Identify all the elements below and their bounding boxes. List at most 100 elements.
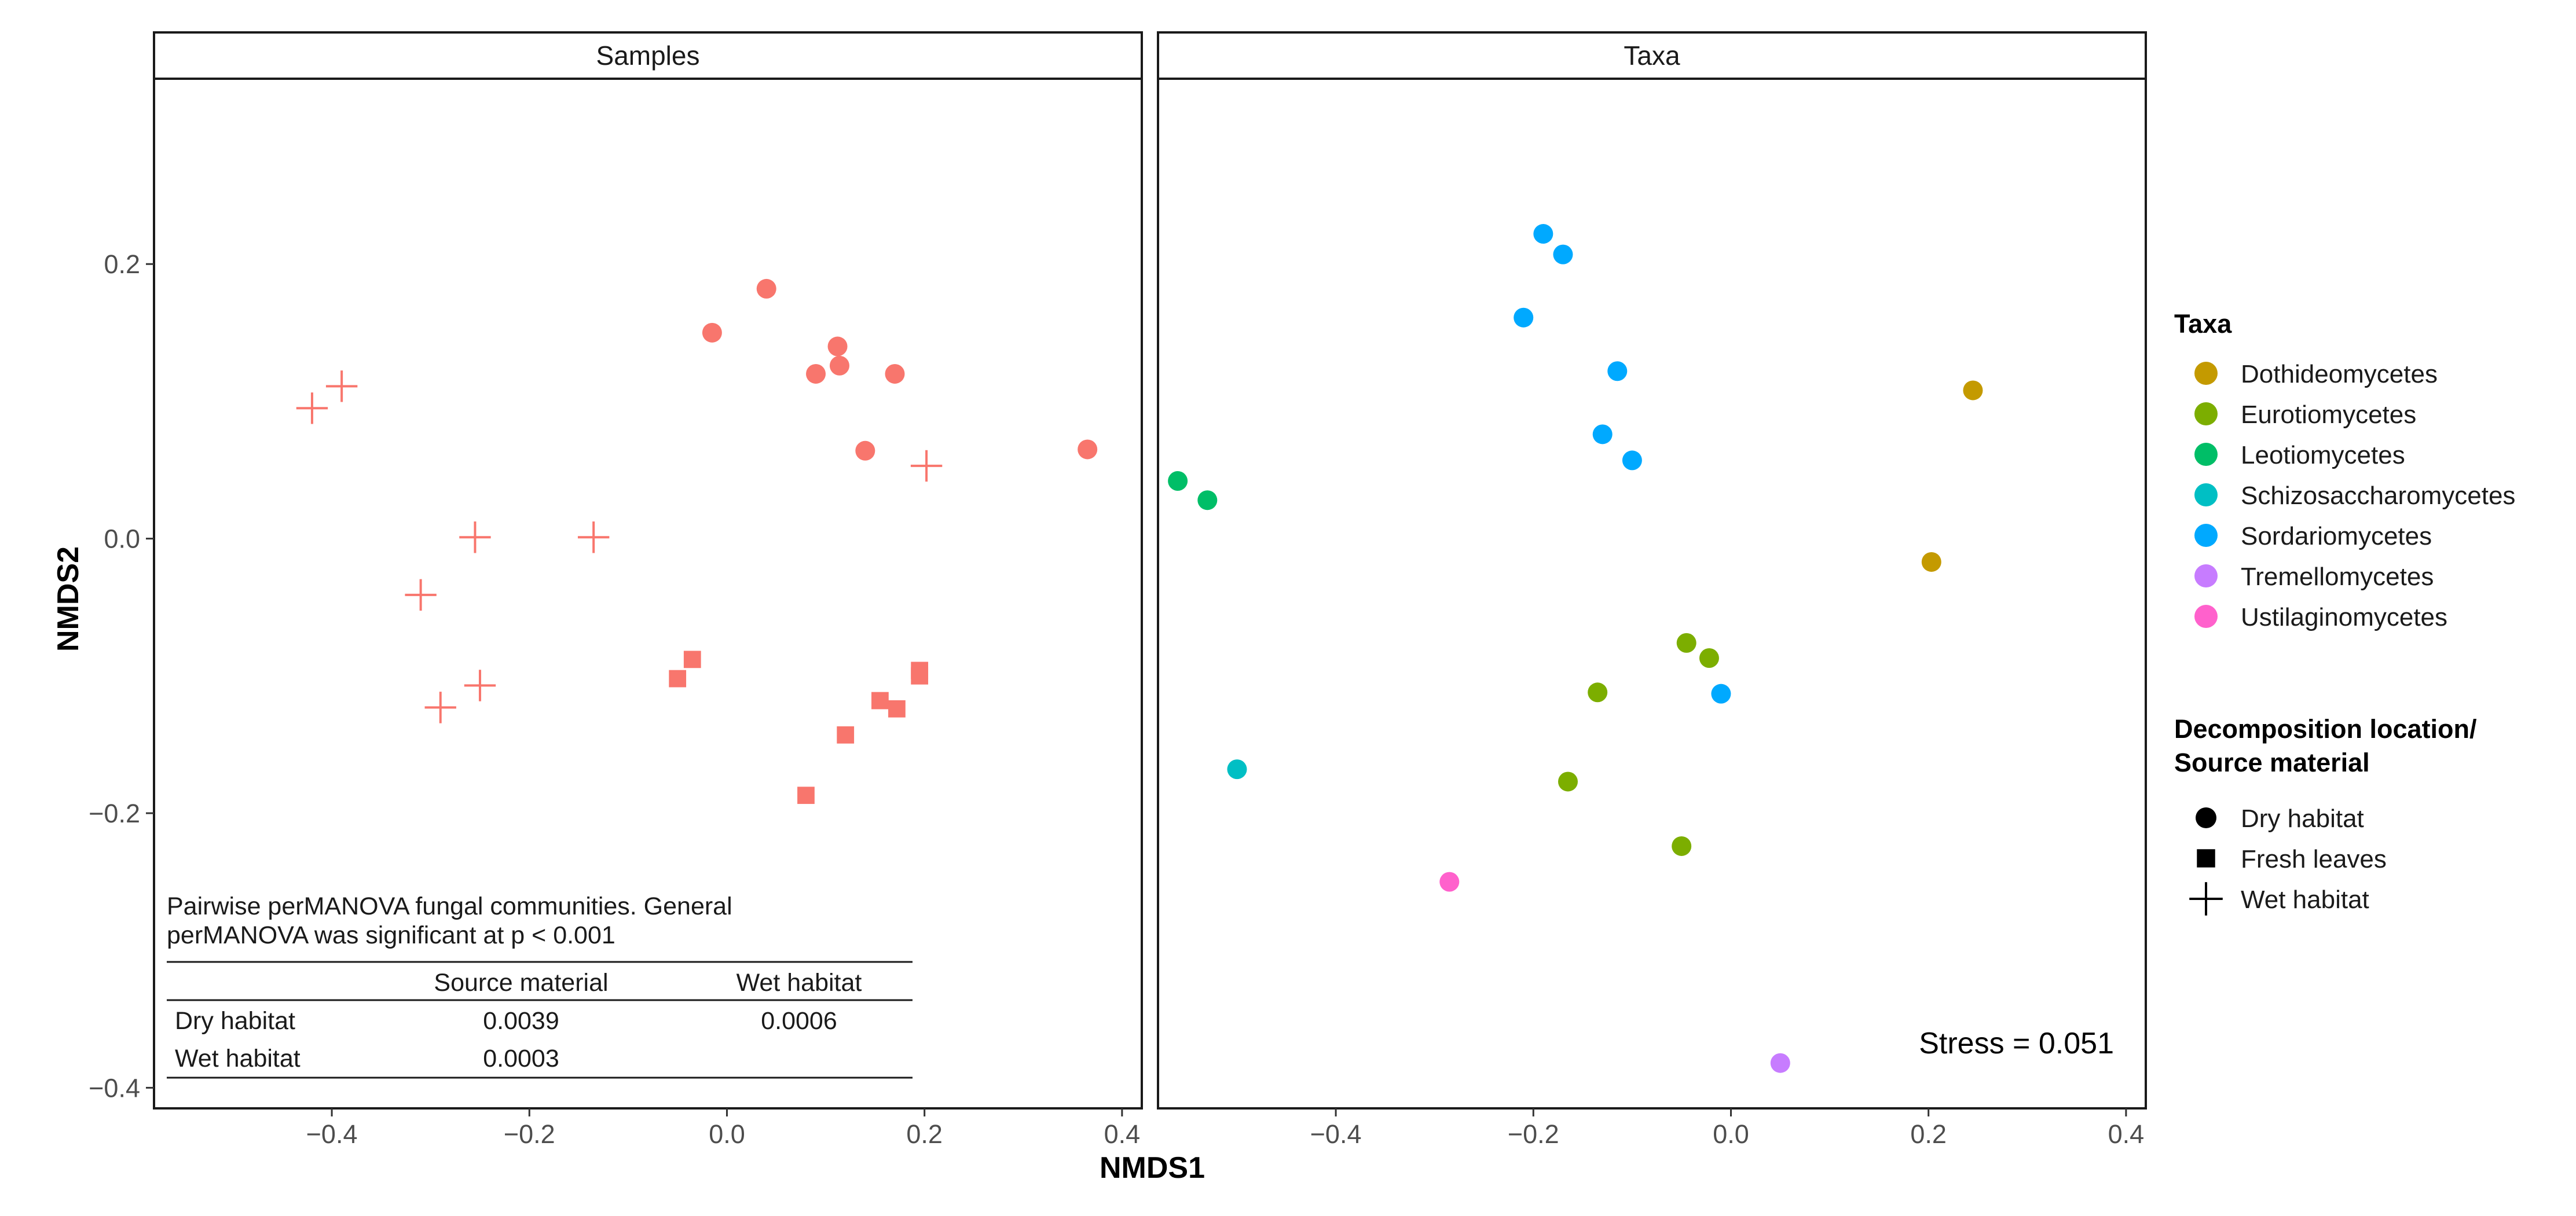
legend-key-eurotiomycetes xyxy=(2194,402,2218,425)
data-point xyxy=(683,651,701,668)
data-point xyxy=(1672,836,1692,856)
data-point xyxy=(1197,490,1218,510)
data-point xyxy=(827,336,848,357)
x-tick-label: 0.0 xyxy=(1713,1119,1749,1149)
legend-layer: Taxa Dothideomycetes Eurotiomycetes Leotiom… xyxy=(2174,309,2515,916)
legend-label: Eurotiomycetes xyxy=(2241,401,2416,429)
data-point xyxy=(806,363,826,384)
legend-label: Dry habitat xyxy=(2241,804,2364,833)
data-point xyxy=(1622,450,1642,471)
data-point xyxy=(1514,307,1534,328)
x-tick-label: 0.2 xyxy=(906,1119,943,1149)
table-cell: 0.0003 xyxy=(483,1045,559,1072)
data-point xyxy=(1588,682,1608,703)
data-point xyxy=(1699,648,1719,668)
x-tick-label: −0.2 xyxy=(1508,1119,1559,1149)
panel-border xyxy=(153,78,1143,1110)
data-point xyxy=(911,667,929,685)
panels-layer: Samples −0.4 −0.2 0.0 0.2 0.4 −0.4 −0.2 0.0 0.2 Pa… xyxy=(89,31,2147,1149)
table-header: Wet habitat xyxy=(736,969,862,997)
legend-key-plus xyxy=(2189,882,2223,916)
y-tick-label: 0.0 xyxy=(104,524,140,554)
data-point xyxy=(1676,633,1696,653)
panel-border xyxy=(1157,78,2147,1110)
data-point xyxy=(829,355,849,376)
x-tick-label: −0.4 xyxy=(1310,1119,1362,1149)
x-tick-label: 0.4 xyxy=(2108,1119,2145,1149)
data-point xyxy=(837,726,855,744)
table-caption: Pairwise perMANOVA fungal communities. G… xyxy=(167,892,732,920)
data-point xyxy=(296,392,328,424)
legend-key-square xyxy=(2197,849,2215,868)
legend-label: Tremellomycetes xyxy=(2241,563,2434,591)
data-point xyxy=(888,700,906,718)
data-point xyxy=(1711,684,1731,704)
table-cell: 0.0039 xyxy=(483,1007,559,1035)
legend-title-taxa: Taxa xyxy=(2174,309,2232,339)
data-point xyxy=(1227,759,1247,780)
legend-label: Dothideomycetes xyxy=(2241,360,2438,388)
stress-label: Stress = 0.051 xyxy=(1919,1027,2114,1060)
legend-label: Wet habitat xyxy=(2241,886,2369,914)
facet-strip-label: Taxa xyxy=(1624,41,1680,71)
legend-label: Fresh leaves xyxy=(2241,845,2387,873)
data-point xyxy=(1078,439,1098,460)
legend-key-tremellomycetes xyxy=(2194,564,2218,587)
facet-strip xyxy=(1157,31,2147,80)
y-tick-label: −0.2 xyxy=(89,799,140,828)
data-point xyxy=(1168,471,1188,491)
legend-label: Ustilaginomycetes xyxy=(2241,603,2447,631)
table-caption: perMANOVA was significant at p < 0.001 xyxy=(167,921,615,949)
x-tick-label: 0.0 xyxy=(709,1119,745,1149)
data-point xyxy=(1533,224,1553,244)
data-point xyxy=(424,692,456,723)
data-point xyxy=(459,521,491,553)
panel-samples: Samples −0.4 −0.2 0.0 0.2 0.4 −0.4 −0.2 0.0 0.2 Pa… xyxy=(89,31,1143,1149)
legend-key-sordariomycetes xyxy=(2194,524,2218,547)
data-point xyxy=(325,370,358,402)
data-point xyxy=(464,670,496,701)
panel-taxa: Taxa −0.4 −0.2 0.0 0.2 0.4 Stress = 0.051 xyxy=(1157,31,2147,1149)
legend-label: Sordariomycetes xyxy=(2241,522,2432,550)
data-point xyxy=(756,278,776,299)
legend-key-ustilaginomycetes xyxy=(2194,605,2218,628)
legend-title-shape: Source material xyxy=(2174,748,2370,777)
legend-key-circle xyxy=(2196,807,2216,828)
data-point xyxy=(910,450,943,482)
legend-key-dothideomycetes xyxy=(2194,362,2218,385)
data-point xyxy=(1770,1053,1790,1073)
y-tick-label: −0.4 xyxy=(89,1073,140,1103)
data-point xyxy=(1592,424,1613,444)
legend-label: Leotiomycetes xyxy=(2241,441,2405,469)
x-tick-label: −0.2 xyxy=(504,1119,555,1149)
data-point xyxy=(855,440,875,461)
table-header: Source material xyxy=(434,969,608,997)
facet-strip xyxy=(153,31,1143,80)
data-point xyxy=(669,670,687,688)
legend-title-shape: Decomposition location/ xyxy=(2174,714,2477,744)
data-point xyxy=(702,322,722,343)
x-tick-label: −0.4 xyxy=(306,1119,358,1149)
data-point xyxy=(1439,872,1460,892)
data-point xyxy=(1921,552,1941,572)
y-axis-label: NMDS2 xyxy=(52,546,85,652)
facet-strip-label: Samples xyxy=(596,41,700,71)
data-point xyxy=(871,692,889,710)
legend-key-leotiomycetes xyxy=(2194,443,2218,466)
data-point xyxy=(405,579,437,611)
x-tick-label: 0.2 xyxy=(1910,1119,1947,1149)
table-cell: 0.0006 xyxy=(761,1007,837,1035)
data-point xyxy=(1558,772,1578,792)
legend-key-schizosaccharomycetes xyxy=(2194,483,2218,506)
data-point xyxy=(1963,380,1983,401)
data-point xyxy=(1607,361,1628,381)
data-point xyxy=(797,787,815,804)
legend-label: Schizosaccharomycetes xyxy=(2241,482,2515,510)
x-tick-label: 0.4 xyxy=(1104,1119,1141,1149)
table-cell: Wet habitat xyxy=(175,1045,301,1072)
data-point xyxy=(577,521,610,553)
y-tick-label: 0.2 xyxy=(104,249,140,279)
data-point xyxy=(885,363,905,384)
x-axis-label: NMDS1 xyxy=(1100,1151,1205,1185)
